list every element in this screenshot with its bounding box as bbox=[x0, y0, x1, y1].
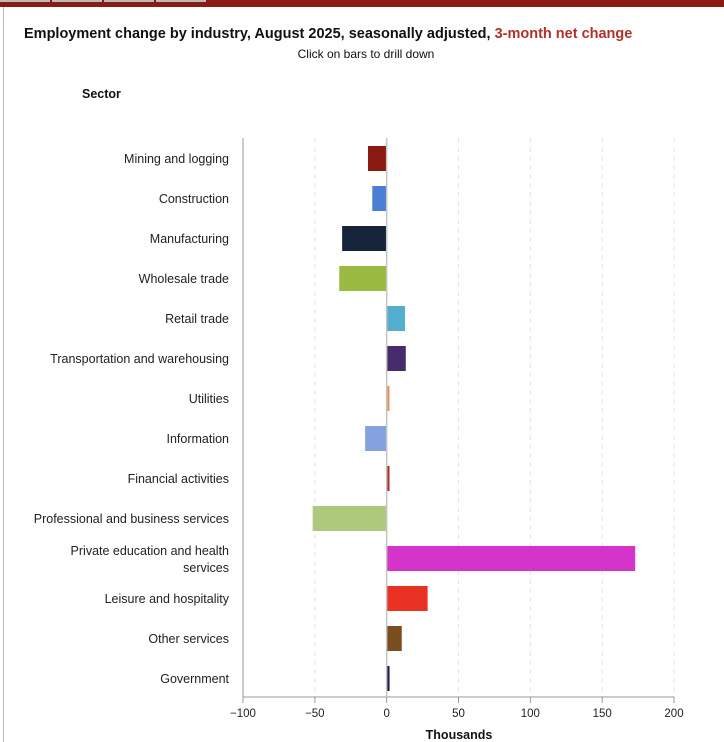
bar-transportation-and-warehousing[interactable] bbox=[386, 346, 406, 371]
bar-manufacturing[interactable] bbox=[342, 226, 387, 251]
bar-retail-trade[interactable] bbox=[386, 306, 406, 331]
category-label: Other services bbox=[148, 632, 229, 646]
title-highlight: 3-month net change bbox=[494, 26, 633, 42]
x-tick-label: 0 bbox=[383, 708, 389, 720]
tab[interactable] bbox=[104, 0, 154, 2]
bar-wholesale-trade[interactable] bbox=[339, 266, 387, 291]
category-label: Retail trade bbox=[165, 312, 229, 326]
bar-construction[interactable] bbox=[372, 186, 387, 211]
bar-private-education-and-health-services[interactable] bbox=[386, 546, 636, 571]
x-axis-title: Thousands bbox=[426, 728, 493, 742]
x-tick-label: −50 bbox=[305, 708, 325, 720]
bar-mining-and-logging[interactable] bbox=[367, 146, 387, 171]
chart-subtitle: Click on bars to drill down bbox=[297, 47, 435, 61]
category-label: Professional and business services bbox=[34, 512, 229, 526]
bar-government[interactable] bbox=[386, 666, 390, 691]
bar-other-services[interactable] bbox=[386, 626, 402, 651]
category-label: Utilities bbox=[189, 392, 229, 406]
bar-financial-activities[interactable] bbox=[386, 466, 390, 491]
tab[interactable] bbox=[0, 0, 50, 2]
bar-leisure-and-hospitality[interactable] bbox=[386, 586, 428, 611]
chart-title: Employment change by industry, August 20… bbox=[24, 26, 632, 42]
category-label: Information bbox=[166, 432, 229, 446]
category-label: Transportation and warehousing bbox=[50, 352, 229, 366]
title-text: Employment change by industry, August 20… bbox=[24, 26, 491, 42]
x-tick-label: 100 bbox=[521, 708, 540, 720]
x-tick-label: 150 bbox=[593, 708, 612, 720]
x-tick-label: 50 bbox=[452, 708, 465, 720]
bar-professional-and-business-services[interactable] bbox=[312, 506, 387, 531]
bar-information[interactable] bbox=[365, 426, 387, 451]
tab-strip bbox=[0, 0, 212, 2]
category-label: Wholesale trade bbox=[139, 272, 229, 286]
y-axis-title: Sector bbox=[82, 87, 121, 101]
category-label: Construction bbox=[159, 192, 229, 206]
category-label: Manufacturing bbox=[150, 232, 229, 246]
header-bar bbox=[0, 0, 724, 7]
x-tick-label: 200 bbox=[664, 708, 683, 720]
tab[interactable] bbox=[156, 0, 206, 2]
category-label: Mining and logging bbox=[124, 152, 229, 166]
category-label: Leisure and hospitality bbox=[105, 592, 230, 606]
x-tick-label: −100 bbox=[230, 708, 256, 720]
category-label: Private education and health services bbox=[71, 544, 229, 575]
tab[interactable] bbox=[52, 0, 102, 2]
bar-utilities[interactable] bbox=[386, 386, 390, 411]
panel-border bbox=[3, 7, 4, 742]
category-label: Government bbox=[160, 672, 229, 686]
category-label: Financial activities bbox=[128, 472, 229, 486]
